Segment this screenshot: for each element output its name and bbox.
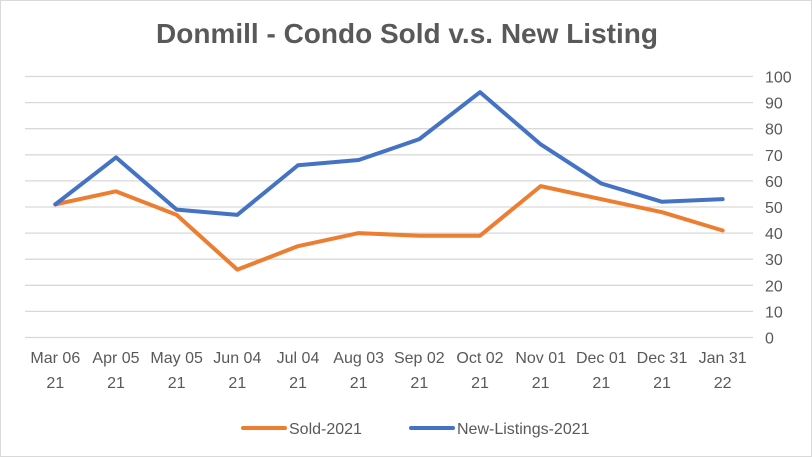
x-tick-label-year: 22 — [714, 375, 732, 392]
x-tick-label-year: 21 — [410, 375, 428, 392]
x-tick-label-year: 21 — [289, 375, 307, 392]
y-tick-label: 100 — [765, 70, 792, 87]
x-tick-label-year: 21 — [471, 375, 489, 392]
x-tick-label-year: 21 — [46, 375, 64, 392]
y-tick-label: 50 — [765, 200, 783, 217]
y-tick-label: 90 — [765, 96, 783, 113]
x-tick-label-year: 21 — [532, 375, 550, 392]
x-tick-label: Apr 05 — [92, 350, 139, 367]
x-tick-label: Mar 06 — [30, 350, 80, 367]
y-tick-label: 80 — [765, 122, 783, 139]
y-tick-label: 60 — [765, 174, 783, 191]
x-tick-label: Sep 02 — [394, 350, 445, 367]
y-tick-label: 70 — [765, 148, 783, 165]
legend-label: Sold-2021 — [289, 421, 362, 438]
y-tick-label: 20 — [765, 278, 783, 295]
x-tick-label: May 05 — [150, 350, 203, 367]
y-tick-label: 0 — [765, 331, 774, 348]
chart-title: Donmill - Condo Sold v.s. New Listing — [156, 18, 658, 49]
x-tick-label: Jan 31 — [699, 350, 747, 367]
x-tick-label: Dec 01 — [576, 350, 627, 367]
x-tick-label-year: 21 — [107, 375, 125, 392]
y-tick-label: 40 — [765, 226, 783, 243]
x-tick-label-year: 21 — [653, 375, 671, 392]
x-tick-label-year: 21 — [592, 375, 610, 392]
y-tick-label: 30 — [765, 252, 783, 269]
x-tick-label: Aug 03 — [333, 350, 384, 367]
series-line-new-listings-2021 — [53, 90, 725, 217]
x-tick-label-year: 21 — [228, 375, 246, 392]
x-tick-label-year: 21 — [350, 375, 368, 392]
x-tick-label: Jul 04 — [277, 350, 320, 367]
series-line-sold-2021 — [53, 184, 725, 272]
x-tick-label: Oct 02 — [456, 350, 503, 367]
x-tick-label: Nov 01 — [515, 350, 566, 367]
x-tick-label: Dec 31 — [637, 350, 688, 367]
legend-label: New-Listings-2021 — [457, 421, 590, 438]
x-tick-label: Jun 04 — [213, 350, 261, 367]
y-tick-label: 10 — [765, 304, 783, 321]
x-tick-label-year: 21 — [168, 375, 186, 392]
